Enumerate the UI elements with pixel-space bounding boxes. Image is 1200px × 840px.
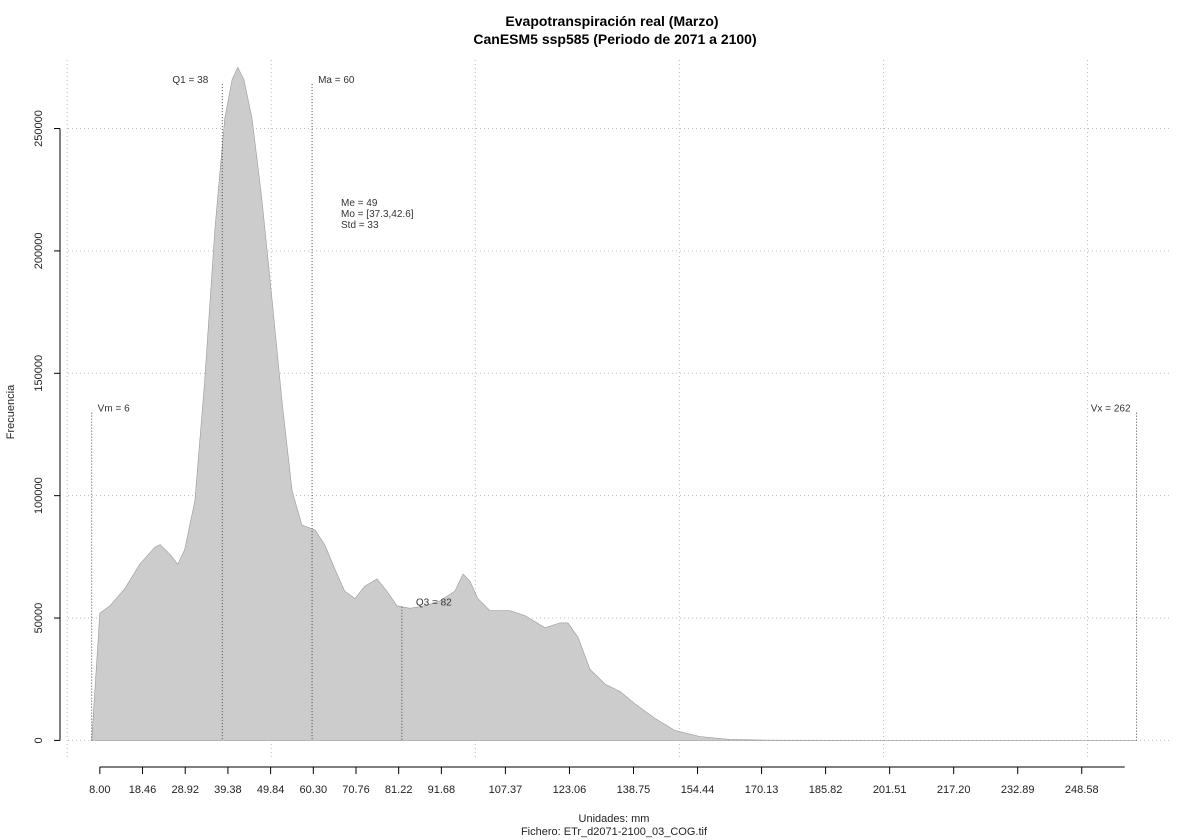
- marker-label: Q1 = 38: [172, 75, 208, 86]
- x-tick-label: 185.82: [809, 784, 843, 796]
- x-tick-label: 8.00: [89, 784, 110, 796]
- x-tick-label: 28.92: [171, 784, 199, 796]
- y-tick-label: 150000: [33, 355, 45, 392]
- stat-label: Me = 49: [341, 198, 378, 209]
- x-tick-label: 170.13: [745, 784, 779, 796]
- x-tick-label: 138.75: [617, 784, 651, 796]
- x-tick-label: 201.51: [873, 784, 907, 796]
- y-tick-label: 100000: [33, 477, 45, 514]
- stat-label: Std = 33: [341, 220, 379, 231]
- x-tick-label: 70.76: [342, 784, 370, 796]
- x-tick-label: 248.58: [1065, 784, 1099, 796]
- marker-label: Q3 = 82: [416, 598, 452, 609]
- y-tick-label: 250000: [33, 110, 45, 147]
- x-tick-label: 60.30: [300, 784, 328, 796]
- y-tick-label: 200000: [33, 233, 45, 270]
- x-tick-label: 49.84: [257, 784, 285, 796]
- marker-label: Ma = 60: [318, 75, 355, 86]
- x-tick-label: 18.46: [129, 784, 157, 796]
- caption: Fichero: ETr_d2071-2100_03_COG.tif: [521, 826, 708, 838]
- x-tick-label: 39.38: [214, 784, 242, 796]
- density-area: [90, 66, 1138, 741]
- y-axis-label: Frecuencia: [5, 384, 17, 439]
- x-tick-label: 232.89: [1001, 784, 1035, 796]
- y-tick-label: 0: [33, 737, 45, 743]
- marker-label: Vx = 262: [1091, 404, 1131, 415]
- x-tick-label: 81.22: [385, 784, 413, 796]
- chart-title: Evapotranspiración real (Marzo): [505, 13, 718, 29]
- x-tick-label: 154.44: [681, 784, 715, 796]
- marker-label: Vm = 6: [98, 404, 130, 415]
- y-tick-label: 50000: [33, 603, 45, 634]
- x-tick-label: 91.68: [428, 784, 456, 796]
- chart-subtitle: CanESM5 ssp585 (Periodo de 2071 a 2100): [473, 31, 756, 47]
- x-tick-label: 123.06: [553, 784, 587, 796]
- x-tick-label: 217.20: [937, 784, 971, 796]
- x-axis-label: Unidades: mm: [579, 813, 650, 825]
- stat-label: Mo = [37.3,42.6]: [341, 209, 414, 220]
- x-tick-label: 107.37: [489, 784, 523, 796]
